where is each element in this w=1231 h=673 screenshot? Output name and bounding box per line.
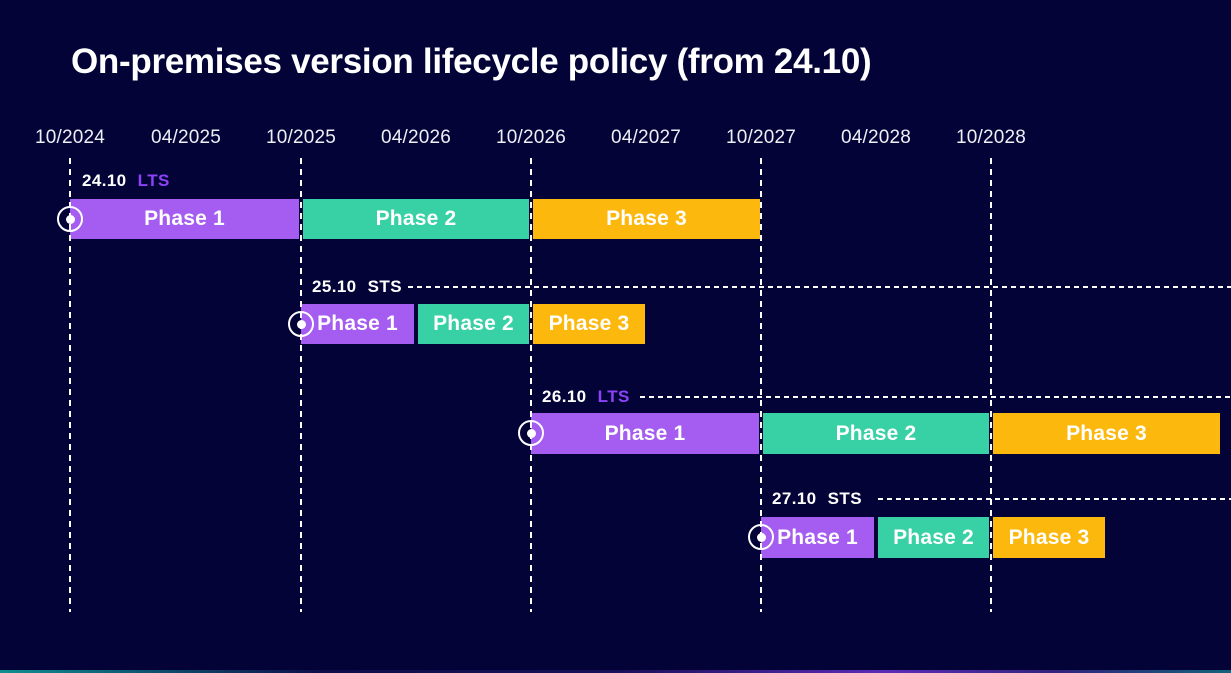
phase-label: Phase 3 bbox=[548, 312, 630, 335]
phase-label: Phase 1 bbox=[777, 525, 858, 549]
phase-label: Phase 3 bbox=[1008, 525, 1090, 549]
release-marker-icon bbox=[57, 206, 83, 232]
version-text: 27.10 bbox=[772, 489, 817, 508]
version-text: 24.10 bbox=[82, 171, 127, 190]
row-label-2710: 27.10 STS bbox=[772, 489, 862, 509]
phase-label: Phase 1 bbox=[604, 421, 686, 445]
gantt-bar-phase1: Phase 1 bbox=[70, 199, 299, 239]
axis-tick-label: 10/2027 bbox=[725, 127, 797, 148]
axis-tick-label: 04/2028 bbox=[840, 127, 912, 148]
axis-tick-label: 10/2026 bbox=[495, 127, 567, 148]
row-dashed-extension-line bbox=[878, 498, 1231, 500]
page-title: On-premises version lifecycle policy (fr… bbox=[71, 42, 872, 81]
row-label-2610: 26.10 LTS bbox=[542, 387, 630, 407]
axis-tick-label: 04/2025 bbox=[150, 127, 222, 148]
gantt-bar-phase2: Phase 2 bbox=[303, 199, 529, 239]
channel-text: LTS bbox=[137, 171, 170, 190]
channel-text: STS bbox=[827, 489, 862, 508]
phase-label: Phase 1 bbox=[317, 312, 398, 335]
gantt-bar-phase3: Phase 3 bbox=[993, 517, 1105, 558]
phase-label: Phase 2 bbox=[375, 207, 457, 230]
row-dashed-extension-line bbox=[640, 396, 1231, 398]
phase-label: Phase 2 bbox=[433, 312, 514, 335]
gantt-bar-phase1: Phase 1 bbox=[301, 304, 414, 344]
gantt-bar-phase1: Phase 1 bbox=[531, 413, 759, 454]
phase-label: Phase 2 bbox=[893, 525, 974, 549]
version-text: 26.10 bbox=[542, 387, 587, 406]
gantt-bar-phase2: Phase 2 bbox=[878, 517, 989, 558]
phase-label: Phase 3 bbox=[606, 207, 687, 230]
gantt-bar-phase3: Phase 3 bbox=[993, 413, 1220, 454]
gantt-bar-phase2: Phase 2 bbox=[418, 304, 529, 344]
release-marker-icon bbox=[518, 420, 544, 446]
release-marker-icon bbox=[748, 524, 774, 550]
gantt-bar-phase1: Phase 1 bbox=[761, 517, 874, 558]
phase-label: Phase 1 bbox=[144, 207, 225, 230]
row-dashed-extension-line bbox=[408, 286, 1231, 288]
phase-label: Phase 2 bbox=[835, 421, 917, 445]
axis-tick-label: 10/2025 bbox=[265, 127, 337, 148]
version-text: 25.10 bbox=[312, 277, 357, 296]
axis-tick-label: 10/2024 bbox=[34, 127, 106, 148]
gridline-vertical bbox=[69, 158, 71, 612]
phase-label: Phase 3 bbox=[1066, 421, 1147, 445]
row-label-2510: 25.10 STS bbox=[312, 277, 402, 297]
gridline-vertical bbox=[300, 158, 302, 612]
gantt-bar-phase3: Phase 3 bbox=[533, 304, 645, 344]
gridline-vertical bbox=[990, 158, 992, 612]
gridline-vertical bbox=[760, 158, 762, 612]
gridline-vertical bbox=[530, 158, 532, 612]
axis-tick-label: 10/2028 bbox=[955, 127, 1027, 148]
row-label-2410: 24.10 LTS bbox=[82, 171, 170, 191]
gantt-bar-phase2: Phase 2 bbox=[763, 413, 989, 454]
axis-tick-label: 04/2026 bbox=[380, 127, 452, 148]
release-marker-icon bbox=[288, 311, 314, 337]
gantt-bar-phase3: Phase 3 bbox=[533, 199, 760, 239]
channel-text: LTS bbox=[597, 387, 630, 406]
bottom-accent-gradient-bar bbox=[0, 670, 1231, 673]
channel-text: STS bbox=[367, 277, 402, 296]
axis-tick-label: 04/2027 bbox=[610, 127, 682, 148]
